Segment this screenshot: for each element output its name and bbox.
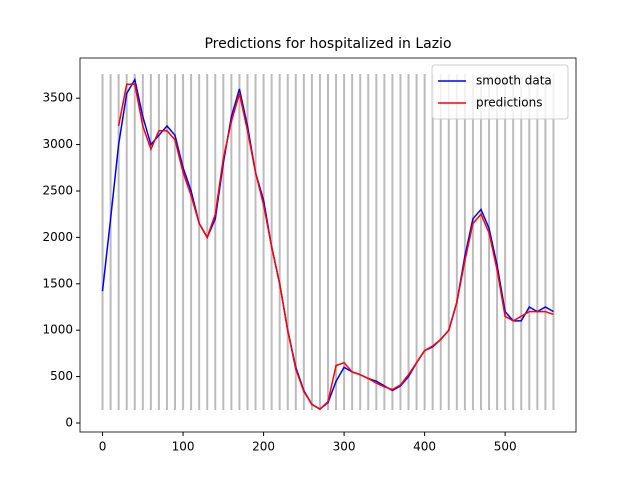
legend-label: smooth data (476, 74, 552, 88)
y-tick-label: 2500 (42, 183, 73, 197)
series-line (117, 83, 554, 411)
x-tick-label: 0 (99, 440, 107, 454)
chart-title: Predictions for hospitalized in Lazio (204, 36, 451, 52)
x-tick-label: 200 (252, 440, 275, 454)
x-tick-label: 100 (172, 440, 195, 454)
y-tick-label: 0 (65, 415, 73, 429)
y-tick-label: 3500 (42, 91, 73, 105)
legend-label: predictions (476, 96, 542, 110)
y-tick-label: 500 (50, 369, 73, 383)
y-tick-label: 2000 (42, 230, 73, 244)
y-tick-label: 1500 (42, 276, 73, 290)
x-tick-label: 300 (333, 440, 356, 454)
x-tick-label: 400 (413, 440, 436, 454)
y-tick-label: 3000 (42, 137, 73, 151)
x-tick-label: 500 (494, 440, 517, 454)
legend-box (431, 64, 569, 120)
y-tick-label: 1000 (42, 323, 73, 337)
plot-frame (79, 57, 577, 433)
